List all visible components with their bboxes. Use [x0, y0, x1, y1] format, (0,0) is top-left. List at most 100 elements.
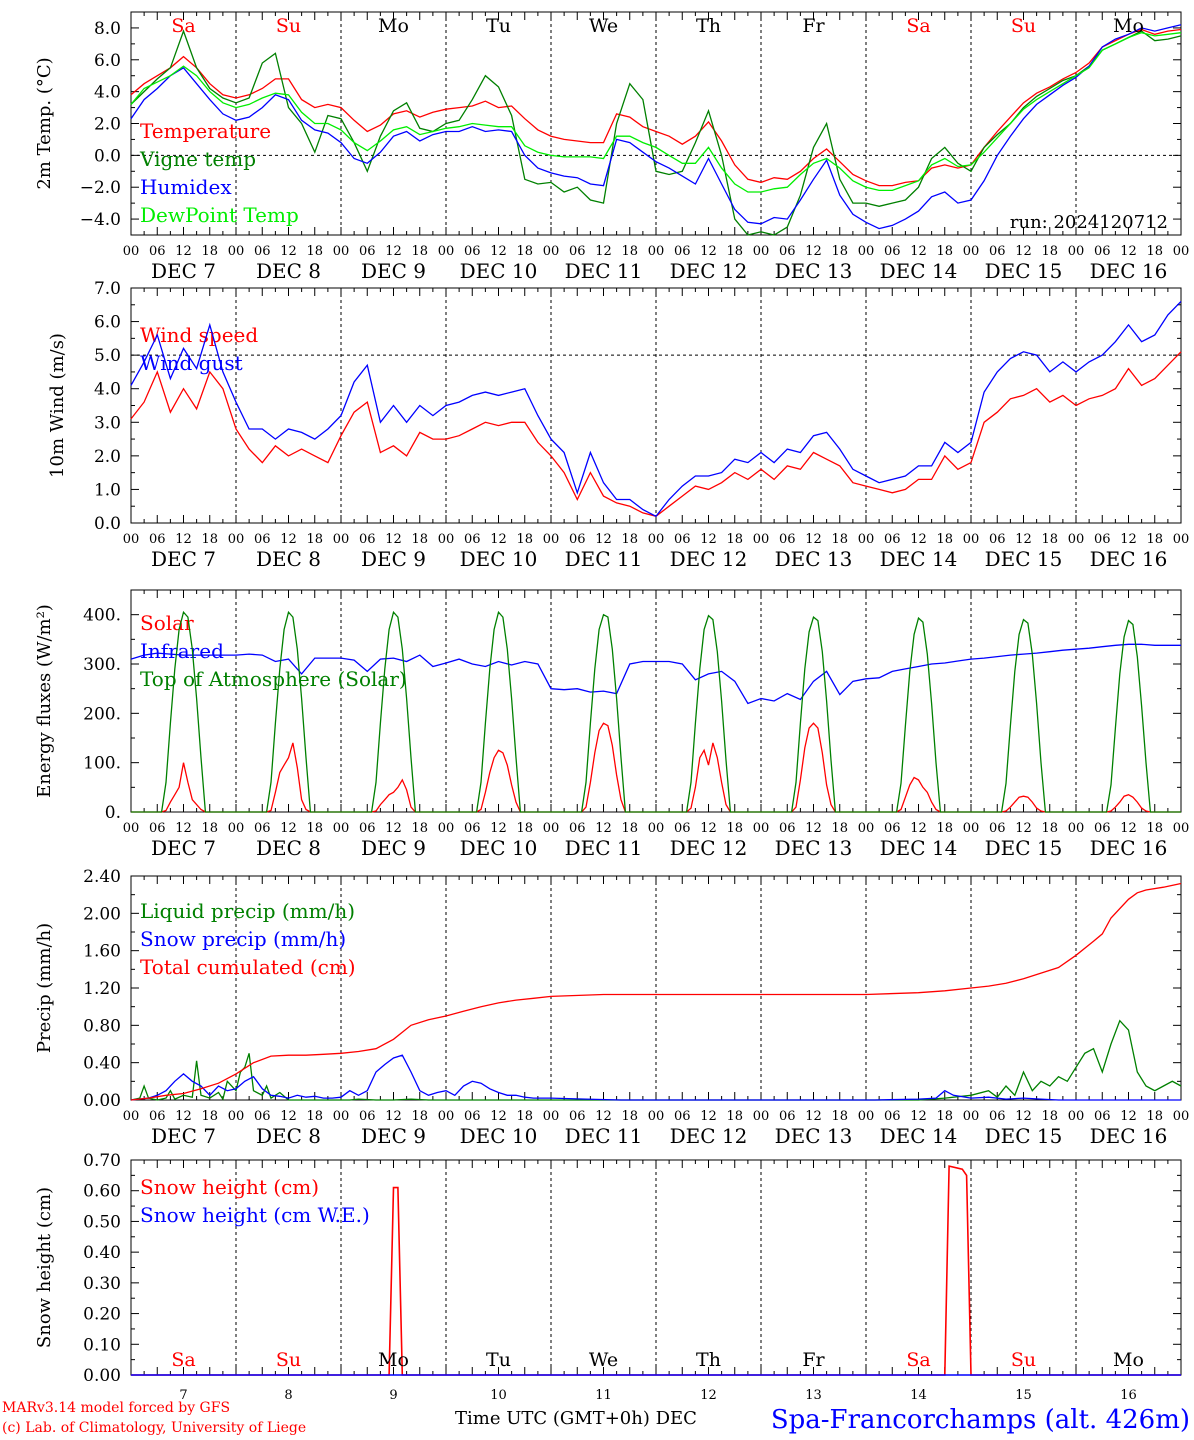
hour-label: 18 — [726, 244, 743, 259]
hour-label: 12 — [595, 244, 612, 259]
hour-label: 18 — [411, 532, 428, 547]
date-label: DEC 13 — [775, 836, 853, 860]
hour-label: 06 — [569, 532, 586, 547]
hour-label: 00 — [123, 821, 140, 836]
hour-label: 00 — [1173, 1109, 1190, 1124]
hour-label: 12 — [1120, 244, 1137, 259]
hour-label: 12 — [280, 244, 297, 259]
hour-label: 18 — [306, 532, 323, 547]
hour-label: 12 — [490, 244, 507, 259]
weekday-label: Su — [1011, 1349, 1036, 1371]
station-label: Spa-Francorchamps (alt. 426m) — [771, 1405, 1190, 1435]
day-number-label: 14 — [910, 1388, 927, 1403]
y-tick-label: 300. — [83, 655, 121, 675]
day-number-label: 15 — [1015, 1388, 1032, 1403]
hour-label: 12 — [490, 821, 507, 836]
y-tick-label: 7.0 — [94, 279, 121, 299]
hour-label: 18 — [726, 532, 743, 547]
date-label: DEC 15 — [985, 836, 1063, 860]
date-label: DEC 9 — [361, 1124, 426, 1148]
hour-label: 06 — [674, 1109, 691, 1124]
y-tick-label: 0.70 — [83, 1151, 121, 1171]
weekday-label: Su — [1011, 15, 1036, 37]
hour-label: 18 — [1041, 821, 1058, 836]
hour-label: 00 — [963, 244, 980, 259]
hour-label: 06 — [254, 532, 271, 547]
weekday-label: We — [589, 1349, 618, 1371]
hour-label: 18 — [516, 1109, 533, 1124]
date-label: DEC 8 — [256, 259, 321, 283]
date-label: DEC 13 — [775, 1124, 853, 1148]
y-tick-label: 200. — [83, 704, 121, 724]
y-tick-label: 0.30 — [83, 1274, 121, 1294]
hour-label: 12 — [280, 821, 297, 836]
hour-label: 00 — [1173, 244, 1190, 259]
hour-label: 18 — [516, 821, 533, 836]
hour-label: 12 — [175, 532, 192, 547]
hour-label: 00 — [543, 821, 560, 836]
hour-label: 18 — [831, 532, 848, 547]
hour-label: 18 — [1041, 244, 1058, 259]
y-tick-label: 2.0 — [94, 447, 121, 467]
series-line — [130, 643, 1181, 705]
hour-label: 18 — [201, 244, 218, 259]
hour-label: 18 — [936, 821, 953, 836]
hour-label: 18 — [621, 244, 638, 259]
legend-entry: Snow height (cm W.E.) — [140, 1203, 370, 1227]
hour-label: 12 — [910, 821, 927, 836]
date-label: DEC 14 — [880, 1124, 958, 1148]
series-line — [130, 29, 1182, 236]
y-tick-label: 3.0 — [94, 413, 121, 433]
hour-label: 12 — [700, 532, 717, 547]
hour-label: 06 — [674, 244, 691, 259]
hour-label: 00 — [963, 821, 980, 836]
hour-label: 00 — [438, 532, 455, 547]
hour-label: 12 — [280, 1109, 297, 1124]
date-label: DEC 12 — [670, 1124, 748, 1148]
weekday-label: Fr — [802, 1349, 825, 1371]
date-label: DEC 16 — [1090, 547, 1168, 571]
hour-label: 06 — [779, 244, 796, 259]
date-label: DEC 8 — [256, 1124, 321, 1148]
y-tick-label: 1.20 — [83, 979, 121, 999]
hour-label: 12 — [805, 821, 822, 836]
day-number-label: 9 — [389, 1388, 397, 1403]
legend-entry: DewPoint Temp — [140, 203, 299, 227]
hour-label: 06 — [779, 532, 796, 547]
hour-label: 00 — [333, 244, 350, 259]
hour-label: 06 — [359, 244, 376, 259]
hour-label: 00 — [123, 1109, 140, 1124]
y-tick-label: 0.80 — [83, 1016, 121, 1036]
date-label: DEC 7 — [151, 836, 216, 860]
hour-label: 00 — [228, 821, 245, 836]
weekday-label: Mo — [1113, 1349, 1144, 1371]
hour-label: 06 — [884, 244, 901, 259]
hour-label: 18 — [831, 821, 848, 836]
hour-label: 18 — [1041, 532, 1058, 547]
weekday-label: Th — [696, 15, 721, 37]
hour-label: 00 — [1068, 821, 1085, 836]
hour-label: 18 — [411, 821, 428, 836]
hour-label: 12 — [1015, 1109, 1032, 1124]
hour-label: 18 — [516, 532, 533, 547]
date-label: DEC 10 — [460, 836, 538, 860]
y-tick-label: 0.0 — [94, 514, 121, 534]
y-axis-label: 10m Wind (m/s) — [47, 333, 68, 478]
weekday-label: Mo — [378, 1349, 409, 1371]
date-label: DEC 12 — [670, 259, 748, 283]
hour-label: 12 — [385, 821, 402, 836]
weekday-label: Th — [696, 1349, 721, 1371]
hour-label: 06 — [254, 1109, 271, 1124]
hour-label: 18 — [936, 1109, 953, 1124]
hour-label: 06 — [149, 532, 166, 547]
hour-label: 06 — [884, 532, 901, 547]
date-label: DEC 15 — [985, 259, 1063, 283]
weekday-label: Tu — [486, 15, 511, 37]
legend-entry: Top of Atmosphere (Solar) — [140, 667, 407, 691]
date-label: DEC 15 — [985, 547, 1063, 571]
y-tick-label: 4.0 — [94, 83, 121, 103]
y-tick-label: 4.0 — [94, 380, 121, 400]
hour-label: 06 — [359, 532, 376, 547]
hour-label: 12 — [1120, 532, 1137, 547]
day-number-label: 8 — [284, 1388, 292, 1403]
